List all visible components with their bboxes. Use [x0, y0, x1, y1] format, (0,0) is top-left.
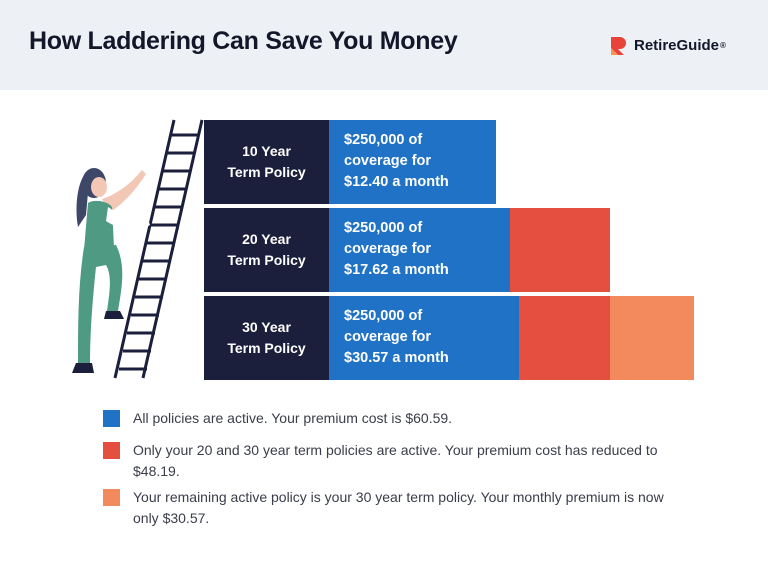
term-years: 10 Year	[242, 143, 291, 159]
coverage-amount: $250,000 of	[344, 132, 423, 148]
registered-mark: ®	[720, 40, 726, 50]
coverage-for: coverage for	[344, 329, 432, 345]
coverage-segment-blue: $250,000 of coverage for $12.40 a month	[329, 120, 496, 204]
coverage-segment-blue: $250,000 of coverage for $30.57 a month	[329, 296, 519, 380]
policy-row-10-year: 10 Year Term Policy $250,000 of coverage…	[204, 120, 496, 204]
term-label: 30 Year Term Policy	[204, 296, 329, 380]
ladder	[113, 119, 204, 379]
legend-text: All policies are active. Your premium co…	[133, 410, 453, 426]
term-policy: Term Policy	[227, 164, 306, 180]
coverage-amount: $250,000 of	[344, 308, 423, 324]
coverage-segment-red	[510, 208, 610, 292]
legend-swatch-blue	[103, 410, 120, 427]
legend-text: Your remaining active policy is your 30 …	[133, 489, 664, 526]
term-label: 20 Year Term Policy	[204, 208, 329, 292]
term-years: 20 Year	[242, 231, 291, 247]
legend-swatch-red	[103, 442, 120, 459]
term-years: 30 Year	[242, 319, 291, 335]
brand: RetireGuide ®	[609, 34, 726, 56]
coverage-segment-orange	[610, 296, 694, 380]
coverage-amount: $250,000 of	[344, 220, 423, 236]
term-policy: Term Policy	[227, 340, 306, 356]
woman	[72, 168, 150, 373]
monthly-cost: $12.40 a month	[344, 174, 449, 190]
coverage-for: coverage for	[344, 153, 432, 169]
coverage-segment-blue: $250,000 of coverage for $17.62 a month	[329, 208, 510, 292]
woman-climbing-ladder-illustration	[72, 119, 204, 379]
retireguide-logo-icon	[611, 37, 626, 55]
legend-text: Only your 20 and 30 year term policies a…	[133, 442, 658, 479]
legend-swatch-orange	[103, 489, 120, 506]
monthly-cost: $30.57 a month	[344, 350, 449, 366]
brand-name: RetireGuide	[634, 36, 720, 54]
policy-row-30-year: 30 Year Term Policy $250,000 of coverage…	[204, 296, 694, 380]
term-policy: Term Policy	[227, 252, 306, 268]
coverage-segment-red	[519, 296, 610, 380]
coverage-for: coverage for	[344, 241, 432, 257]
monthly-cost: $17.62 a month	[344, 262, 449, 278]
page-title: How Laddering Can Save You Money	[29, 27, 458, 55]
term-label: 10 Year Term Policy	[204, 120, 329, 204]
policy-row-20-year: 20 Year Term Policy $250,000 of coverage…	[204, 208, 610, 292]
header: How Laddering Can Save You Money RetireG…	[0, 0, 768, 90]
